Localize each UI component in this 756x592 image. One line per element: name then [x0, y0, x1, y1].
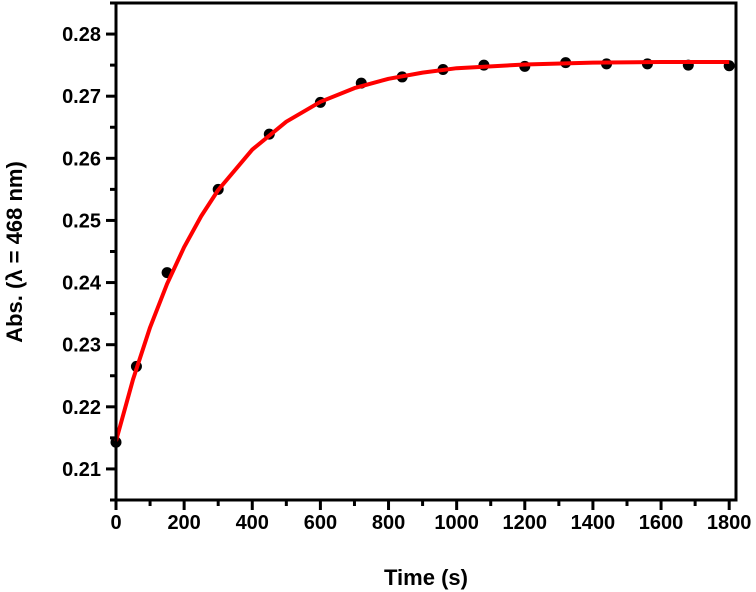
x-tick-label: 1000: [434, 512, 479, 534]
y-tick-label: 0.28: [62, 24, 101, 46]
fit-curve: [114, 60, 730, 442]
y-tick-label: 0.26: [62, 148, 101, 170]
y-tick-label: 0.23: [62, 335, 101, 357]
y-tick-label: 0.22: [62, 397, 101, 419]
x-tick-label: 600: [304, 512, 337, 534]
x-tick-label: 0: [110, 512, 121, 534]
y-tick-label: 0.25: [62, 210, 101, 232]
y-tick-label: 0.24: [62, 273, 102, 295]
y-axis-label: Abs. (λ = 468 nm): [2, 161, 27, 343]
x-tick-label: 800: [372, 512, 405, 534]
x-axis-ticks: 0 200 400 600 800 1000 1200 1400 1600 1800: [110, 500, 751, 534]
x-tick-label: 1600: [639, 512, 684, 534]
x-tick-label: 200: [167, 512, 200, 534]
points-layer: [110, 57, 735, 448]
x-tick-label: 1200: [503, 512, 548, 534]
y-tick-label: 0.27: [62, 86, 101, 108]
x-tick-label: 1400: [571, 512, 616, 534]
fit-line-layer: [114, 60, 730, 442]
y-tick-label: 0.21: [62, 459, 101, 481]
x-axis-label: Time (s): [384, 565, 468, 590]
y-axis-ticks: 0.21 0.22 0.23 0.24 0.25 0.26 0.27 0.28: [62, 1, 116, 502]
plot-frame: [114, 1, 738, 502]
x-tick-label: 1800: [707, 512, 752, 534]
x-tick-label: 400: [236, 512, 269, 534]
